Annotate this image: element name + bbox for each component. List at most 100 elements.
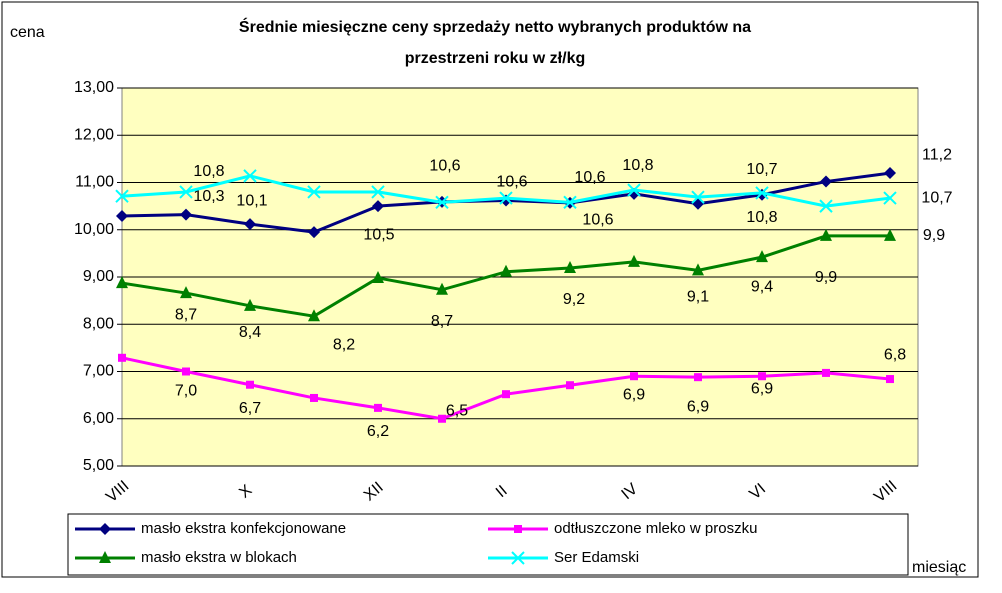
y-tick-label: 7,00: [83, 363, 114, 380]
marker: [502, 390, 510, 399]
y-tick-label: 6,00: [83, 410, 114, 427]
data-label: 6,9: [623, 386, 645, 403]
marker: [243, 169, 257, 183]
marker: [694, 373, 702, 382]
data-label: 6,9: [687, 398, 709, 415]
data-label: 10,6: [429, 158, 460, 175]
y-tick-label: 10,00: [74, 221, 114, 238]
data-label: 6,5: [446, 402, 468, 419]
marker: [627, 183, 641, 197]
marker: [755, 186, 769, 200]
legend-marker: [514, 525, 522, 533]
marker: [500, 264, 512, 277]
marker: [438, 414, 446, 423]
data-label: 10,6: [582, 212, 613, 229]
marker: [630, 372, 638, 381]
marker: [371, 185, 385, 199]
data-label: 10,8: [746, 209, 777, 226]
data-label: 8,2: [333, 336, 355, 353]
legend-marker: [99, 551, 111, 563]
data-label: 10,7: [746, 161, 777, 178]
marker: [563, 195, 577, 210]
marker: [116, 276, 128, 289]
data-label: 9,2: [563, 291, 585, 308]
marker: [819, 199, 833, 213]
marker: [886, 375, 894, 384]
marker: [116, 210, 128, 223]
marker: [435, 195, 449, 210]
marker: [628, 254, 640, 267]
marker: [180, 208, 192, 221]
y-tick-label: 12,00: [74, 126, 114, 143]
legend-marker: [99, 523, 111, 535]
marker: [884, 228, 896, 241]
marker: [244, 218, 256, 231]
chart-title: Średnie miesięczne ceny sprzedaży netto …: [239, 17, 751, 36]
y-tick-label: 9,00: [83, 268, 114, 285]
y-tick-label: 13,00: [74, 79, 114, 96]
data-label: 10,5: [363, 226, 394, 243]
marker: [308, 226, 320, 239]
marker: [692, 263, 704, 276]
marker: [308, 309, 320, 322]
marker: [244, 298, 256, 311]
legend-label: masło ekstra konfekcjonowane: [141, 520, 346, 537]
data-label: 6,9: [751, 380, 773, 397]
marker: [182, 367, 190, 376]
legend-label: Ser Edamski: [554, 549, 639, 566]
legend-marker: [511, 551, 525, 565]
marker: [691, 190, 705, 204]
marker: [566, 381, 574, 390]
data-label: 7,0: [175, 383, 197, 400]
data-label: 9,4: [751, 278, 773, 295]
marker: [756, 250, 768, 263]
data-label: 9,9: [815, 269, 837, 286]
data-label: 10,6: [496, 174, 527, 191]
marker: [179, 185, 193, 199]
marker: [822, 368, 830, 377]
marker: [436, 282, 448, 295]
marker: [884, 167, 896, 180]
data-label: 9,1: [687, 289, 709, 306]
data-label: 11,2: [922, 146, 952, 163]
y-tick-label: 5,00: [83, 457, 114, 474]
marker: [372, 270, 384, 283]
data-label: 8,7: [431, 313, 453, 330]
marker: [499, 191, 513, 205]
data-label: 8,4: [239, 324, 261, 341]
marker: [372, 200, 384, 213]
y-tick-label: 11,00: [75, 174, 114, 191]
marker: [820, 175, 832, 188]
legend: [67, 513, 909, 576]
marker: [883, 191, 897, 205]
data-label: 10,6: [574, 169, 605, 186]
data-label: 6,2: [367, 423, 389, 440]
marker: [246, 380, 254, 389]
marker: [374, 403, 382, 412]
data-label: 6,7: [239, 400, 261, 417]
data-label: 6,8: [884, 346, 906, 363]
marker: [307, 185, 321, 199]
marker: [310, 393, 318, 402]
y-axis-label: cena: [10, 24, 45, 41]
legend-label: masło ekstra w blokach: [141, 549, 297, 566]
data-label: 10,8: [193, 163, 224, 180]
marker: [115, 189, 129, 203]
legend-label: odtłuszczone mleko w proszku: [554, 520, 757, 537]
data-label: 10,1: [236, 192, 267, 209]
y-tick-label: 8,00: [83, 315, 114, 332]
x-axis-label: miesiąc: [912, 559, 966, 576]
data-label: 10,8: [622, 157, 653, 174]
data-label: 9,9: [923, 227, 945, 244]
data-label: 10,7: [921, 189, 952, 206]
data-label: 8,7: [175, 306, 197, 323]
chart-subtitle: przestrzeni roku w zł/kg: [405, 50, 585, 67]
marker: [758, 372, 766, 381]
marker: [820, 228, 832, 241]
data-label: 10,3: [193, 188, 224, 205]
marker: [564, 261, 576, 274]
marker: [180, 286, 192, 299]
marker: [118, 353, 126, 362]
